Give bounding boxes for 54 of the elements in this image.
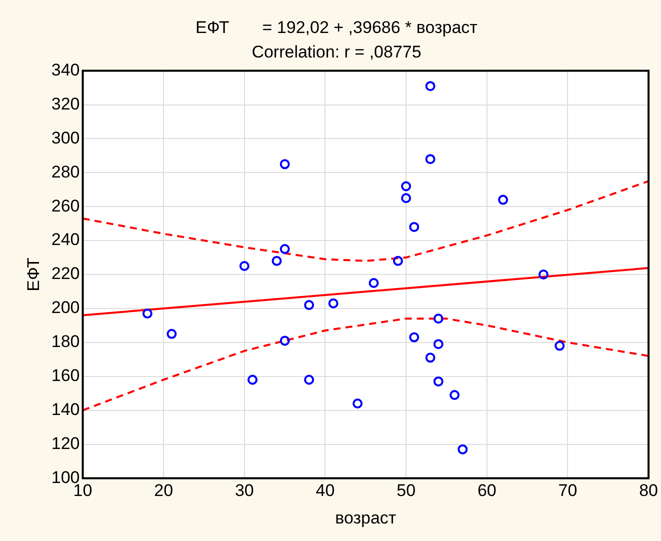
point [280, 244, 290, 254]
point [554, 340, 565, 351]
point [304, 300, 314, 310]
point [433, 314, 444, 324]
point [401, 193, 412, 204]
point [425, 81, 436, 92]
point [425, 352, 436, 363]
point [425, 154, 436, 164]
point [409, 222, 420, 232]
point [239, 261, 250, 272]
point [401, 181, 412, 192]
y-tick-label: 160 [51, 366, 80, 386]
y-tick-label: 300 [51, 128, 80, 148]
y-tick-label: 220 [51, 264, 80, 284]
point [280, 159, 290, 170]
line-series [82, 180, 649, 262]
chart-subtitle: Correlation: r = ,08775 [252, 42, 422, 62]
x-tick-label: 60 [477, 481, 496, 500]
point [433, 376, 444, 386]
point [458, 444, 468, 454]
point [142, 308, 152, 319]
x-tick-label: 50 [396, 481, 416, 500]
point [433, 339, 444, 350]
y-tick-label: 340 [51, 60, 80, 80]
y-tick-label: 200 [51, 298, 80, 318]
point [368, 278, 379, 288]
y-tick-label: 120 [51, 434, 80, 453]
y-tick-label: 140 [51, 400, 80, 419]
x-tick-label: 70 [558, 481, 578, 500]
point [498, 194, 508, 205]
y-tick-label: 260 [51, 196, 80, 216]
point [272, 256, 282, 266]
x-tick-label: 80 [639, 481, 658, 500]
x-axis-title: возраст [335, 508, 396, 528]
x-tick-label: 20 [154, 481, 174, 500]
line-series [82, 318, 649, 412]
y-axis-title: ЕФТ [24, 258, 43, 292]
y-tick-label: 320 [51, 94, 80, 114]
x-tick-label: 40 [316, 481, 335, 500]
point [409, 332, 420, 342]
y-tick-label: 280 [51, 162, 80, 182]
point [280, 336, 290, 346]
point [352, 398, 363, 409]
point [392, 256, 403, 266]
point [166, 328, 177, 339]
y-tick-label: 240 [51, 230, 80, 250]
point [248, 374, 258, 385]
point [538, 270, 548, 280]
chart-title: ЕФТ = 192,02 + ,39686 * возраст [196, 18, 478, 37]
y-tick-label: 180 [51, 332, 80, 352]
point [304, 374, 314, 385]
x-tick-label: 30 [234, 481, 254, 500]
point [328, 298, 338, 308]
point [450, 390, 460, 400]
